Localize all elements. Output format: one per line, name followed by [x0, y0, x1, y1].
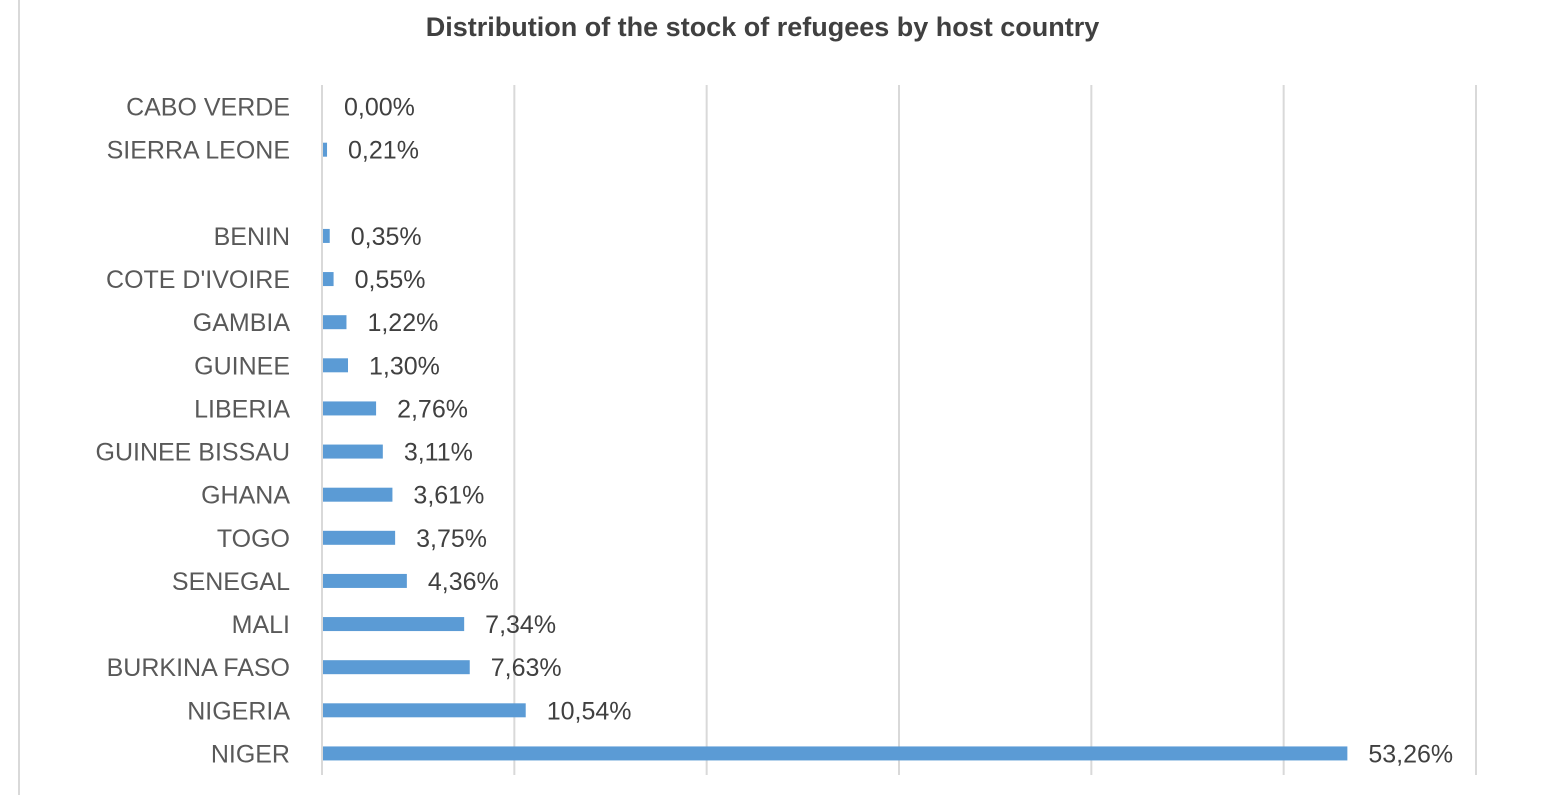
data-label: 3,61% — [413, 482, 484, 510]
data-label: 1,22% — [367, 309, 438, 337]
category-label: BURKINA FASO — [107, 654, 290, 682]
category-label: GUINEE — [194, 352, 290, 380]
data-label: 3,75% — [416, 525, 487, 553]
data-label: 2,76% — [397, 395, 468, 423]
data-label: 1,30% — [369, 352, 440, 380]
category-label: TOGO — [217, 525, 290, 553]
bar — [323, 487, 393, 502]
bar — [323, 401, 377, 416]
data-label: 0,55% — [355, 266, 426, 294]
bar — [323, 358, 349, 373]
bar — [323, 530, 396, 545]
chart-title: Distribution of the stock of refugees by… — [425, 12, 1100, 42]
bar — [323, 444, 383, 459]
data-label: 3,11% — [404, 439, 473, 467]
category-label: LIBERIA — [194, 395, 290, 423]
category-label: MALI — [232, 611, 290, 639]
bar — [323, 617, 465, 632]
category-label: COTE D'IVOIRE — [106, 266, 290, 294]
category-label: CABO VERDE — [126, 94, 290, 122]
category-label: GHANA — [201, 482, 290, 510]
data-label: 0,21% — [348, 137, 419, 165]
category-label: BENIN — [214, 223, 290, 251]
category-label: SENEGAL — [172, 568, 290, 596]
bar — [323, 660, 470, 675]
category-label: SIERRA LEONE — [107, 137, 290, 165]
data-label: 53,26% — [1368, 740, 1453, 768]
category-label: GUINEE BISSAU — [96, 439, 291, 467]
data-label: 10,54% — [547, 697, 632, 725]
data-label: 4,36% — [428, 568, 499, 596]
category-label: GAMBIA — [193, 309, 291, 337]
data-label: 0,35% — [351, 223, 422, 251]
data-label: 7,63% — [491, 654, 562, 682]
category-label: NIGER — [211, 740, 290, 768]
data-label: 0,00% — [344, 94, 415, 122]
bar — [323, 272, 334, 287]
chart-border — [18, 0, 20, 795]
bar — [323, 142, 328, 157]
bar — [323, 315, 347, 330]
bar — [323, 746, 1348, 761]
bar — [323, 703, 526, 718]
data-label: 7,34% — [485, 611, 556, 639]
bar — [323, 228, 330, 243]
category-label: NIGERIA — [187, 697, 290, 725]
bar — [323, 573, 407, 588]
